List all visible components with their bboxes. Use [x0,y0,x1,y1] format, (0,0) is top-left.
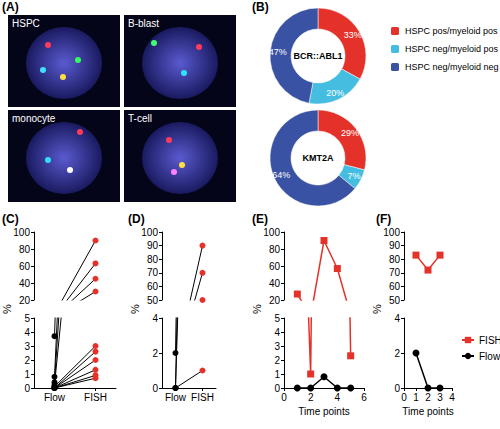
svg-text:4: 4 [449,392,455,403]
svg-text:4: 4 [394,313,400,324]
html-text:(B): (B) [252,0,269,14]
svg-text:0: 0 [152,383,158,394]
svg-text:3: 3 [437,392,443,403]
svg-text:20: 20 [269,295,281,306]
html-text:monocyte: monocyte [12,113,56,124]
svg-text:HSPC neg/myeloid pos: HSPC neg/myeloid pos [405,44,499,54]
svg-text:60: 60 [269,261,281,272]
svg-text:Time points: Time points [298,406,349,417]
svg-text:40: 40 [269,278,281,289]
html-text:B-blast: B-blast [128,18,160,29]
svg-text:Time points: Time points [402,406,453,417]
svg-text:HSPC pos/myeloid pos: HSPC pos/myeloid pos [405,26,498,36]
svg-text:4: 4 [274,327,280,338]
svg-text:%: % [129,304,141,314]
svg-text:2: 2 [274,355,280,366]
svg-text:80: 80 [269,244,281,255]
svg-text:4: 4 [335,392,341,403]
svg-text:KMT2A: KMT2A [303,153,334,163]
svg-text:100: 100 [383,227,400,238]
svg-text:4: 4 [152,313,158,324]
html-text:T-cell: T-cell [128,113,152,124]
svg-text:1: 1 [413,392,419,403]
svg-text:BCR::ABL1: BCR::ABL1 [294,51,343,61]
svg-text:20: 20 [19,295,31,306]
svg-text:0: 0 [24,383,30,394]
svg-text:100: 100 [13,227,30,238]
svg-text:29%: 29% [341,128,359,138]
svg-text:%: % [1,304,13,314]
html-text:(D): (D) [128,212,145,226]
html-text:(C): (C) [2,212,19,226]
svg-text:0: 0 [401,392,407,403]
svg-text:47%: 47% [269,47,287,57]
svg-text:FISH: FISH [191,392,214,403]
svg-text:2: 2 [152,348,158,359]
svg-text:90: 90 [389,240,401,251]
svg-text:50: 50 [147,295,159,306]
svg-text:40: 40 [19,278,31,289]
svg-text:FISH: FISH [84,392,107,403]
svg-text:20%: 20% [326,88,344,98]
html-text:(F): (F) [376,212,392,226]
svg-text:5: 5 [24,313,30,324]
svg-text:2: 2 [394,348,400,359]
html-text:(E): (E) [252,212,268,226]
svg-text:%: % [371,304,383,314]
svg-text:70: 70 [389,267,401,278]
svg-text:0: 0 [281,392,287,403]
svg-text:33%: 33% [344,30,362,40]
svg-text:6: 6 [361,392,367,403]
svg-text:1: 1 [24,369,30,380]
svg-text:4: 4 [24,327,30,338]
svg-text:90: 90 [147,240,159,251]
svg-text:0: 0 [394,383,400,394]
svg-text:64%: 64% [272,170,290,180]
svg-text:1: 1 [274,369,280,380]
svg-text:60: 60 [19,261,31,272]
svg-text:80: 80 [389,254,401,265]
svg-text:50: 50 [389,295,401,306]
html-text:(A): (A) [2,0,19,14]
svg-text:60: 60 [389,281,401,292]
svg-text:70: 70 [147,267,159,278]
svg-text:Flow: Flow [479,351,500,362]
svg-text:5: 5 [274,313,280,324]
svg-text:FISH: FISH [479,335,500,346]
svg-text:100: 100 [263,227,280,238]
svg-text:0: 0 [274,383,280,394]
svg-text:Flow: Flow [44,392,66,403]
svg-text:3: 3 [274,341,280,352]
svg-text:%: % [251,304,263,314]
svg-text:Flow: Flow [165,392,187,403]
svg-text:HSPC neg/myeloid neg: HSPC neg/myeloid neg [405,62,499,72]
svg-text:3: 3 [24,341,30,352]
svg-text:80: 80 [19,244,31,255]
svg-text:2: 2 [308,392,314,403]
svg-text:60: 60 [147,281,159,292]
svg-text:2: 2 [24,355,30,366]
svg-text:7%: 7% [348,171,361,181]
svg-text:2: 2 [425,392,431,403]
svg-text:100: 100 [141,227,158,238]
svg-text:80: 80 [147,254,159,265]
html-text:HSPC: HSPC [12,18,40,29]
